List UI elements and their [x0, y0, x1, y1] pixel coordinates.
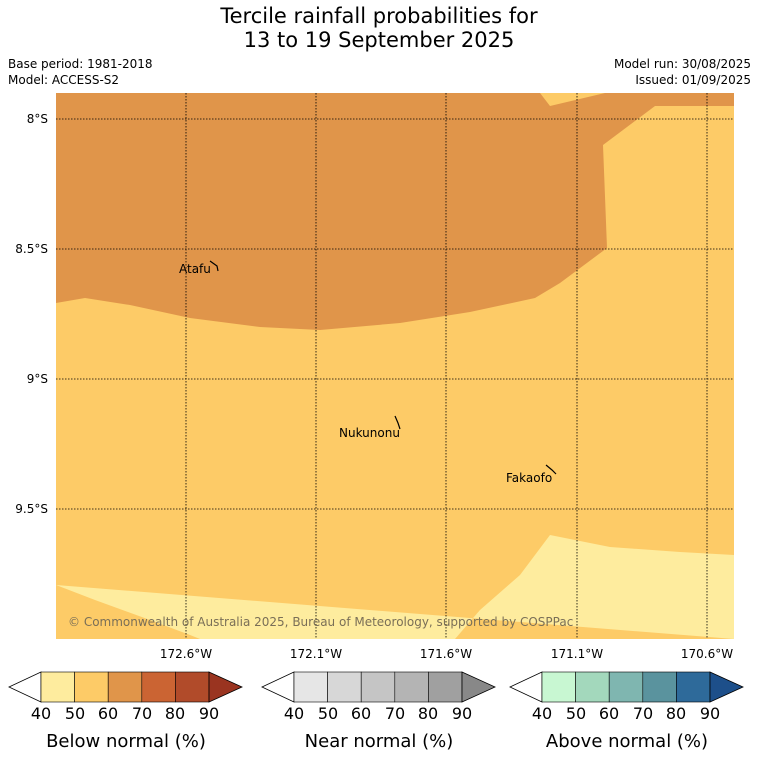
tick-label: 40 [531, 704, 553, 723]
colorbar-segment [608, 671, 644, 703]
tick-label: 80 [417, 704, 439, 723]
tick-label: 60 [97, 704, 119, 723]
colorbar-segment [360, 671, 396, 703]
colorbar-segment [175, 671, 210, 703]
tick-label: 50 [317, 704, 339, 723]
gridlines [56, 93, 734, 639]
colorbar-segment [293, 671, 328, 703]
colorbar-segment [327, 671, 362, 703]
colorbar-below-normal [8, 671, 243, 703]
tick-label: 90 [451, 704, 473, 723]
colorbar-segment [107, 671, 143, 703]
atafu-coastline [209, 260, 219, 272]
colorbar-segment [74, 671, 109, 703]
place-label-fakaofo: Fakaofo [506, 471, 552, 485]
lon-label-170-6w: 170.6°W [681, 647, 733, 661]
lon-label-172-1w: 172.1°W [290, 647, 342, 661]
colorbar-above-normal [509, 671, 744, 703]
place-label-atafu: Atafu [179, 262, 211, 276]
colorbar-above-label: Above normal (%) [545, 731, 709, 752]
colorbar-below-segments [8, 671, 243, 703]
lon-label-171-6w: 171.6°W [420, 647, 472, 661]
lon-label-171-1w: 171.1°W [551, 647, 603, 661]
model-name: Model: ACCESS-S2 [8, 73, 120, 87]
colorbar-extend-high [709, 671, 744, 703]
model-run: Model run: 30/08/2025 [613, 57, 751, 71]
lon-label-172-6w: 172.6°W [160, 647, 212, 661]
title-line-2: 13 to 19 September 2025 [243, 28, 515, 52]
probability-map: 8°S 8.5°S 9°S 9.5°S 172.6°W 172.1°W 171.… [15, 93, 734, 661]
copyright-notice: © Commonwealth of Australia 2025, Bureau… [68, 615, 573, 629]
colorbar-segment [428, 671, 463, 703]
issued-date: Issued: 01/09/2025 [635, 73, 751, 87]
place-label-nukunonu: Nukunonu [339, 426, 400, 440]
tick-label: 90 [699, 704, 721, 723]
colorbar-near-label: Near normal (%) [304, 731, 454, 752]
lat-label-8-5s: 8.5°S [15, 242, 48, 256]
tick-label: 50 [64, 704, 86, 723]
map-title: Tercile rainfall probabilities for 13 to… [0, 4, 758, 52]
map-fill [56, 93, 734, 639]
tick-label: 80 [164, 704, 186, 723]
colorbar-extend-high [208, 671, 243, 703]
lat-label-8s: 8°S [27, 112, 48, 126]
island-coastlines [209, 260, 557, 475]
colorbar-segment [575, 671, 610, 703]
colorbar-near-segments [261, 671, 496, 703]
fakaofo-coastline [545, 464, 557, 475]
colorbar-segment [541, 671, 576, 703]
colorbar-segment [642, 671, 677, 703]
tick-label: 70 [131, 704, 153, 723]
colorbar-near-normal [261, 671, 496, 703]
colorbar-segment [40, 671, 75, 703]
tick-label: 80 [665, 704, 687, 723]
colorbar-above-segments [509, 671, 744, 703]
colorbar-extend-high [461, 671, 496, 703]
tick-label: 60 [350, 704, 372, 723]
colorbar-extend-low [261, 671, 295, 703]
title-line-1: Tercile rainfall probabilities for [220, 4, 538, 28]
base-period: Base period: 1981-2018 [8, 57, 153, 71]
tick-label: 40 [283, 704, 305, 723]
tick-label: 70 [632, 704, 654, 723]
region-below-40-50-south [56, 535, 734, 639]
metadata-right: Model run: 30/08/2025 Issued: 01/09/2025 [614, 56, 751, 88]
colorbar-segment [676, 671, 711, 703]
nukunonu-coastline [394, 415, 401, 430]
colorbar-extend-low [8, 671, 42, 703]
tick-label: 60 [598, 704, 620, 723]
colorbar-extend-low [509, 671, 543, 703]
lat-label-9s: 9°S [27, 372, 48, 386]
region-below-60-70 [56, 93, 734, 330]
lat-label-9-5s: 9.5°S [15, 502, 48, 516]
colorbar-segment [141, 671, 176, 703]
tick-label: 50 [565, 704, 587, 723]
colorbar-segment [394, 671, 429, 703]
metadata-left: Base period: 1981-2018 Model: ACCESS-S2 [8, 56, 153, 88]
colorbar-below-label: Below normal (%) [46, 731, 206, 752]
tick-label: 90 [198, 704, 220, 723]
tick-label: 70 [384, 704, 406, 723]
tick-label: 40 [30, 704, 52, 723]
